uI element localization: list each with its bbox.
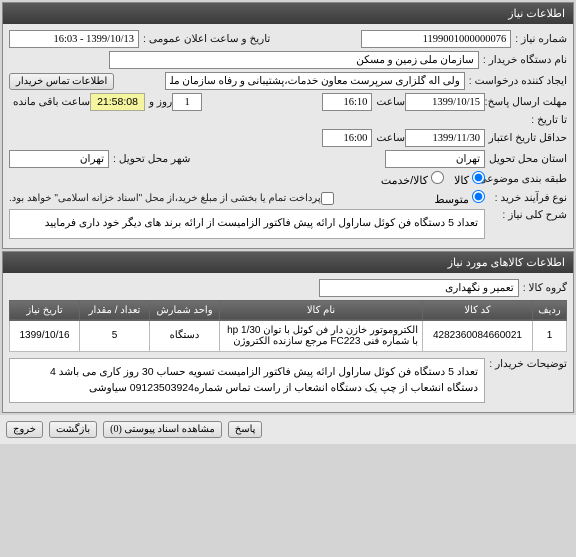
cat-kala-option[interactable]: کالا — [454, 171, 485, 187]
th-code: کد کالا — [423, 300, 533, 320]
niaz-number-label: شماره نیاز : — [515, 33, 567, 45]
attachments-button[interactable]: مشاهده اسناد پیوستی (0) — [103, 421, 222, 438]
validity-date-field[interactable] — [405, 129, 485, 147]
announce-label: تاریخ و ساعت اعلان عمومی : — [143, 33, 270, 45]
panel-title: اطلاعات نیاز — [3, 3, 573, 24]
province-label: استان محل تحویل : — [489, 153, 567, 165]
proc-avg-option[interactable]: متوسط — [434, 190, 485, 206]
pay-note: پرداخت تمام یا بخشی از مبلغ خرید،از محل … — [9, 193, 321, 204]
need-info-panel: اطلاعات نیاز شماره نیاز : تاریخ و ساعت ا… — [2, 2, 574, 249]
remaining-label: ساعت باقی مانده — [13, 96, 90, 108]
th-date: تاریخ نیاز — [10, 300, 80, 320]
cat-kala-radio[interactable] — [472, 171, 485, 184]
return-button[interactable]: بازگشت — [49, 421, 97, 438]
validity-time-label: ساعت — [376, 132, 405, 144]
th-unit: واحد شمارش — [150, 300, 220, 320]
answer-button[interactable]: پاسخ — [228, 421, 263, 438]
cell-name: الکتروموتور خازن دار فن کوئل با توان hp … — [220, 320, 423, 351]
group-label: گروه کالا : — [523, 282, 567, 294]
province-field[interactable] — [385, 150, 485, 168]
treasury-checkbox[interactable] — [321, 192, 334, 205]
proc-avg-radio[interactable] — [472, 190, 485, 203]
validity-time-field[interactable] — [322, 129, 372, 147]
bottom-toolbar: پاسخ مشاهده اسناد پیوستی (0) بازگشت خروج — [0, 415, 576, 444]
desc-value: تعداد 5 دستگاه فن کوئل ساراول ارائه پیش … — [9, 209, 485, 239]
cat-khadamat-radio[interactable] — [431, 171, 444, 184]
category-label: طبقه بندی موضوعی : — [489, 173, 567, 185]
items-table: ردیف کد کالا نام کالا واحد شمارش تعداد /… — [9, 300, 567, 352]
totime-label: تا تاریخ : — [489, 114, 567, 126]
announce-field[interactable] — [9, 30, 139, 48]
items-panel: اطلاعات کالاهای مورد نیاز گروه کالا : رد… — [2, 251, 574, 414]
cell-code: 4282360084660021 — [423, 320, 533, 351]
niaz-number-field[interactable] — [361, 30, 511, 48]
days-label: روز و — [149, 96, 172, 108]
deadline-label: مهلت ارسال پاسخ: — [489, 96, 567, 108]
cat-khadamat-label: کالا/خدمت — [381, 175, 428, 187]
validity-label: حداقل تاریخ اعتبار قیمت : — [489, 132, 567, 144]
group-field[interactable] — [319, 279, 519, 297]
explain-value: تعداد 5 دستگاه فن کوئل ساراول ارائه پیش … — [9, 358, 485, 404]
exit-button[interactable]: خروج — [6, 421, 43, 438]
proc-avg-label: متوسط — [434, 194, 469, 206]
countdown-timer: 21:58:08 — [90, 93, 145, 111]
explain-label: توضیحات خریدار : — [489, 358, 567, 370]
deadline-time-label: ساعت — [376, 96, 405, 108]
deadline-date-field[interactable] — [405, 93, 485, 111]
th-name: نام کالا — [220, 300, 423, 320]
process-label: نوع فرآیند خرید : — [489, 192, 567, 204]
org-field[interactable] — [109, 51, 479, 69]
th-qty: تعداد / مقدار — [80, 300, 150, 320]
contact-buyer-button[interactable]: اطلاعات تماس خریدار — [9, 73, 114, 90]
table-row[interactable]: 1 4282360084660021 الکتروموتور خازن دار … — [10, 320, 567, 351]
cat-khadamat-option[interactable]: کالا/خدمت — [381, 171, 444, 187]
creator-label: ایجاد کننده درخواست : — [469, 75, 567, 87]
city-label: شهر محل تحویل : — [113, 153, 190, 165]
cell-date: 1399/10/16 — [10, 320, 80, 351]
cat-kala-label: کالا — [454, 175, 469, 187]
days-field[interactable] — [172, 93, 202, 111]
org-label: نام دستگاه خریدار : — [483, 54, 567, 66]
deadline-time-field[interactable] — [322, 93, 372, 111]
cell-unit: دستگاه — [150, 320, 220, 351]
creator-field[interactable] — [165, 72, 465, 90]
items-panel-title: اطلاعات کالاهای مورد نیاز — [3, 252, 573, 273]
city-field[interactable] — [9, 150, 109, 168]
cell-idx: 1 — [533, 320, 567, 351]
cell-qty: 5 — [80, 320, 150, 351]
desc-label: شرح کلی نیاز : — [489, 209, 567, 221]
th-row: ردیف — [533, 300, 567, 320]
